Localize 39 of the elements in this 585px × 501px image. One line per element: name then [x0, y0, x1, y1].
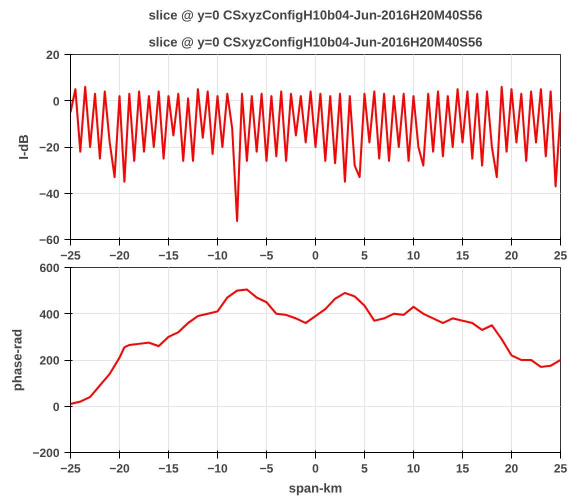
chart-subtitle: slice @ y=0 CSxyzConfigH10b04-Jun-2016H20M40S56: [148, 34, 482, 50]
x-tick-label: 15: [456, 462, 470, 476]
x-tick-label: 25: [554, 248, 568, 262]
y-tick-label: 200: [39, 354, 60, 368]
line-series: [70, 86, 560, 222]
x-tick-label: −5: [260, 462, 274, 476]
x-tick-label: −10: [207, 462, 228, 476]
x-tick-label: 10: [406, 462, 420, 476]
x-tick-label: −5: [260, 248, 274, 262]
x-tick-label: 20: [504, 462, 518, 476]
y-tick-label: 0: [52, 400, 60, 414]
y-tick-label: −60: [39, 233, 60, 247]
y-tick-label: −40: [39, 186, 60, 201]
x-tick-label: −25: [60, 248, 82, 262]
y-tick-label: 20: [46, 48, 60, 62]
y-tick-label: 400: [39, 307, 60, 322]
y-tick-label: 600: [39, 261, 60, 275]
y-tick-label: −20: [39, 140, 60, 154]
x-tick-label: 10: [406, 248, 420, 262]
line-series: [70, 288, 560, 405]
y-tick-label: −200: [32, 446, 60, 460]
x-tick-label: 5: [361, 462, 368, 476]
x-tick-label: −20: [109, 462, 130, 476]
chart-title: slice @ y=0 CSxyzConfigH10b04-Jun-2016H20M40S56: [148, 8, 482, 22]
x-tick-label: −25: [60, 462, 82, 476]
x-tick-label: −15: [158, 248, 180, 262]
x-tick-label: 25: [554, 462, 568, 476]
x-tick-label: 5: [361, 248, 368, 262]
y-axis-title: I-dB: [16, 134, 32, 160]
y-tick-label: 0: [52, 94, 60, 108]
x-axis-title: span-km: [288, 480, 342, 496]
x-tick-label: 20: [504, 248, 518, 262]
x-tick-label: 0: [312, 248, 320, 262]
x-tick-label: 0: [312, 462, 320, 476]
x-tick-label: −15: [158, 462, 180, 476]
y-axis-title: phase-rad: [9, 328, 24, 392]
x-tick-label: −20: [109, 248, 130, 262]
x-tick-label: −10: [207, 248, 228, 262]
x-tick-label: 15: [456, 248, 470, 262]
